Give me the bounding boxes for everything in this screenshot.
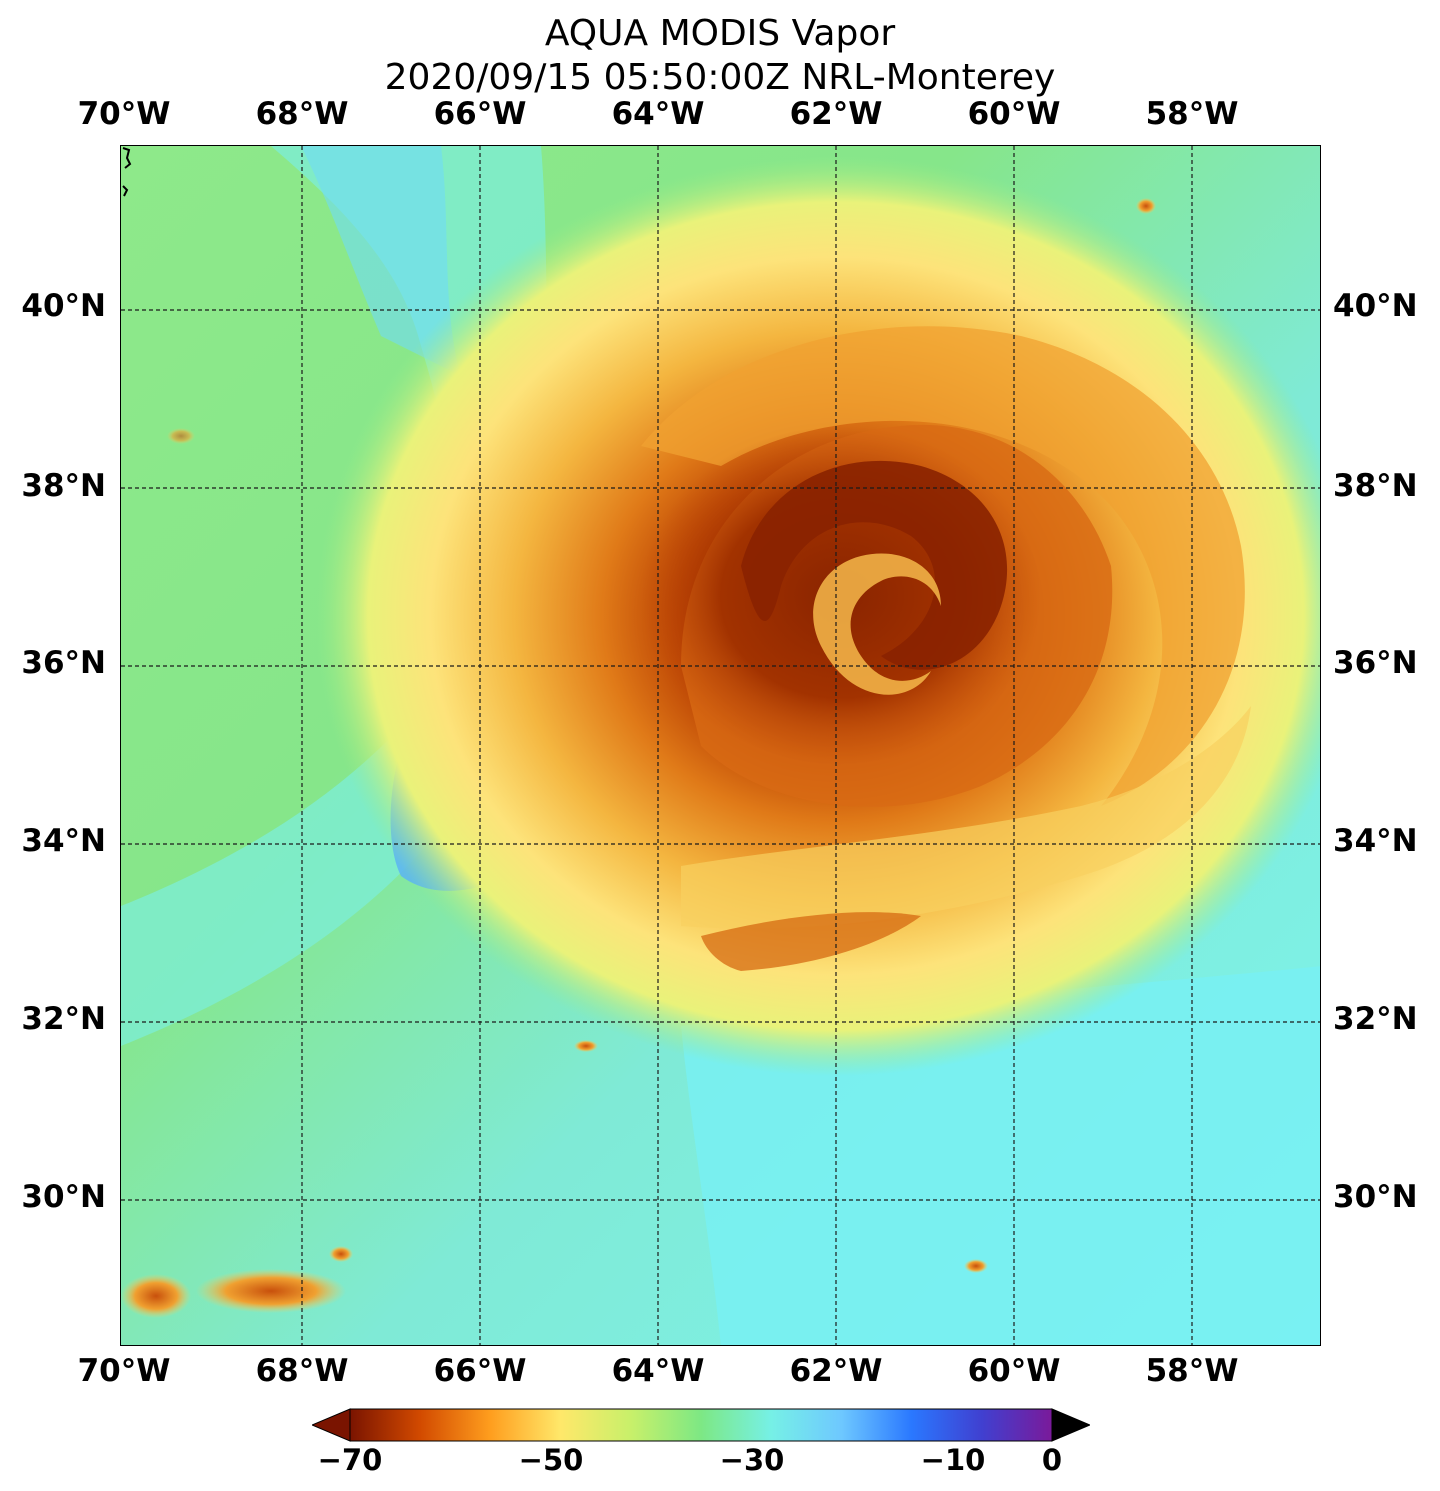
water-vapor-map [120, 145, 1321, 1346]
lat-label-right-38n: 38°N [1333, 468, 1418, 504]
colorbar-max-extend [1051, 1408, 1092, 1442]
lon-label-bottom-66w: 66°W [433, 1353, 527, 1389]
lon-label-bottom-70w: 70°W [77, 1353, 171, 1389]
lat-label-right-32n: 32°N [1333, 1001, 1418, 1037]
lat-label-right-40n: 40°N [1333, 288, 1418, 324]
colorbar-tick-0: 0 [1041, 1443, 1063, 1477]
lat-label-right-34n: 34°N [1333, 823, 1418, 859]
colorbar-tick-minus10: −10 [920, 1443, 986, 1477]
title-line-2: 2020/09/15 05:50:00Z NRL-Monterey [384, 57, 1056, 98]
lon-label-top-58w: 58°W [1145, 96, 1239, 132]
lon-label-top-64w: 64°W [611, 96, 705, 132]
lat-label-left-40n: 40°N [21, 288, 106, 324]
lon-label-top-60w: 60°W [967, 96, 1061, 132]
lon-label-top-62w: 62°W [789, 96, 883, 132]
lon-label-bottom-68w: 68°W [255, 1353, 349, 1389]
colorbar-tick-minus50: −50 [518, 1443, 584, 1477]
lon-label-top-66w: 66°W [433, 96, 527, 132]
lat-label-left-32n: 32°N [21, 1001, 106, 1037]
lon-label-top-68w: 68°W [255, 96, 349, 132]
lat-label-right-36n: 36°N [1333, 645, 1418, 681]
lon-label-bottom-60w: 60°W [967, 1353, 1061, 1389]
lon-label-bottom-58w: 58°W [1145, 1353, 1239, 1389]
title-line-1: AQUA MODIS Vapor [544, 13, 896, 54]
lat-label-left-34n: 34°N [21, 823, 106, 859]
lat-label-left-38n: 38°N [21, 468, 106, 504]
colorbar-tick-minus70: −70 [317, 1443, 383, 1477]
lon-label-bottom-62w: 62°W [789, 1353, 883, 1389]
lon-label-bottom-64w: 64°W [611, 1353, 705, 1389]
lat-label-left-36n: 36°N [21, 645, 106, 681]
lat-label-left-30n: 30°N [21, 1179, 106, 1215]
colorbar-tick-minus30: −30 [719, 1443, 785, 1477]
lon-label-top-70w: 70°W [77, 96, 171, 132]
colorbar-min-extend [310, 1408, 351, 1442]
lat-label-right-30n: 30°N [1333, 1179, 1418, 1215]
colorbar [310, 1408, 1092, 1442]
